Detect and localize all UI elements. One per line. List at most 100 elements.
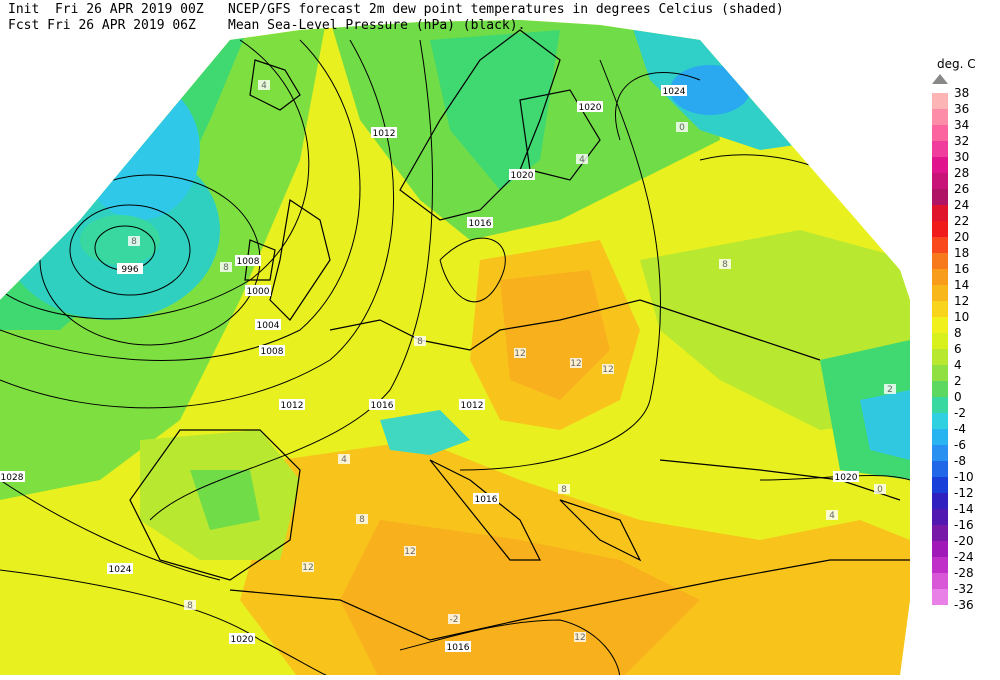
legend-swatch <box>932 397 948 413</box>
dewpoint-label-bg <box>356 514 368 524</box>
isobar-label-bg <box>0 471 25 482</box>
legend-swatch <box>932 189 948 205</box>
legend-swatch <box>932 381 948 397</box>
legend-swatch <box>932 253 948 269</box>
dewpoint-label-bg <box>404 546 416 556</box>
legend-label: 0 <box>954 390 962 404</box>
isobar-label: 1020 <box>231 635 254 645</box>
dewpoint-label-bg <box>570 358 582 368</box>
legend-label: 2 <box>954 374 962 388</box>
isobar-label-bg <box>509 169 535 180</box>
legend-label: -24 <box>954 550 974 564</box>
legend-swatch <box>932 125 948 141</box>
legend-swatch <box>932 317 948 333</box>
legend-swatch <box>932 285 948 301</box>
isobar-label-bg <box>259 345 285 356</box>
isobar-label: 1024 <box>663 87 686 97</box>
isobar-label-bg <box>117 263 143 274</box>
dewpoint-label: 8 <box>187 601 193 611</box>
dewpoint-label: 12 <box>602 365 613 375</box>
isobar-label-bg <box>107 563 133 574</box>
dewpoint-label: 0 <box>679 123 685 133</box>
dewpoint-label-bg <box>184 600 196 610</box>
legend-label: 14 <box>954 278 970 292</box>
dewpoint-label-bg <box>414 336 426 346</box>
isobar-label-bg <box>279 399 305 410</box>
dewpoint-label: 4 <box>829 511 835 521</box>
legend-label: -6 <box>954 438 966 452</box>
isobar-label: 1028 <box>1 473 24 483</box>
legend-label: -28 <box>954 566 974 580</box>
dewpoint-label: 8 <box>131 237 137 247</box>
map-title: NCEP/GFS forecast 2m dew point temperatu… <box>228 2 784 17</box>
legend-label: -12 <box>954 486 974 500</box>
isobar-label-bg <box>661 85 687 96</box>
legend-swatch <box>932 509 948 525</box>
legend-swatch <box>932 333 948 349</box>
dewpoint-label: 8 <box>417 337 423 347</box>
legend-label: 30 <box>954 150 970 164</box>
legend-label: 16 <box>954 262 970 276</box>
legend-swatch <box>932 237 948 253</box>
legend-label: 34 <box>954 118 970 132</box>
dewpoint-label: 2 <box>887 385 893 395</box>
legend-swatch <box>932 461 948 477</box>
legend-swatch <box>932 413 948 429</box>
dewpoint-label: 12 <box>404 547 415 557</box>
dewpoint-label-bg <box>514 348 526 358</box>
isobar-label: 1016 <box>475 495 498 505</box>
legend-swatch <box>932 445 948 461</box>
legend-swatch <box>932 589 948 605</box>
dewpoint-label: 8 <box>223 263 229 273</box>
isobar-label-bg <box>459 399 485 410</box>
isobar-label-bg <box>229 633 255 644</box>
isobar-label-bg <box>371 127 397 138</box>
isobar-label: 1000 <box>247 287 270 297</box>
isobar-label: 996 <box>121 265 138 275</box>
dewpoint-label-bg <box>676 122 688 132</box>
legend-swatch <box>932 141 948 157</box>
legend-label: 6 <box>954 342 962 356</box>
legend-label: -36 <box>954 598 974 612</box>
legend-label: 10 <box>954 310 970 324</box>
dewpoint-label-bg <box>574 632 586 642</box>
legend-swatch <box>932 349 948 365</box>
dewpoint-label-bg <box>874 484 886 494</box>
dewpoint-label: 8 <box>561 485 567 495</box>
dewpoint-label-bg <box>602 364 614 374</box>
legend-swatch <box>932 365 948 381</box>
isobar-label: 1016 <box>371 401 394 411</box>
dewpoint-label-bg <box>338 454 350 464</box>
isobar-label: 1012 <box>281 401 304 411</box>
legend-swatch <box>932 109 948 125</box>
dewpoint-label-bg <box>448 614 460 624</box>
dewpoint-label-bg <box>302 562 314 572</box>
legend-label: 38 <box>954 86 970 100</box>
dewpoint-label-bg <box>576 154 588 164</box>
isobar-label: 1012 <box>461 401 484 411</box>
legend-label: -20 <box>954 534 974 548</box>
isobar-label: 1020 <box>835 473 858 483</box>
legend-swatch <box>932 493 948 509</box>
legend-swatch <box>932 157 948 173</box>
dewpoint-label: 4 <box>579 155 585 165</box>
legend-swatch <box>932 301 948 317</box>
dewpoint-label: 8 <box>359 515 365 525</box>
legend-label: 24 <box>954 198 970 212</box>
legend-label: 32 <box>954 134 970 148</box>
isobar-label: 1020 <box>511 171 534 181</box>
forecast-time: Fcst Fri 26 APR 2019 06Z <box>8 18 196 33</box>
legend-arrow-icon <box>932 74 948 84</box>
dewpoint-label: 12 <box>514 349 525 359</box>
legend-swatch <box>932 269 948 285</box>
dewpoint-label-bg <box>719 259 731 269</box>
legend-label: -2 <box>954 406 966 420</box>
legend-swatch <box>932 93 948 109</box>
isobar-label: 1004 <box>257 321 280 331</box>
legend-label: 4 <box>954 358 962 372</box>
isobar-label: 1008 <box>237 257 260 267</box>
legend-label: -32 <box>954 582 974 596</box>
dewpoint-label: 4 <box>261 81 267 91</box>
isobar-label-bg <box>577 101 603 112</box>
